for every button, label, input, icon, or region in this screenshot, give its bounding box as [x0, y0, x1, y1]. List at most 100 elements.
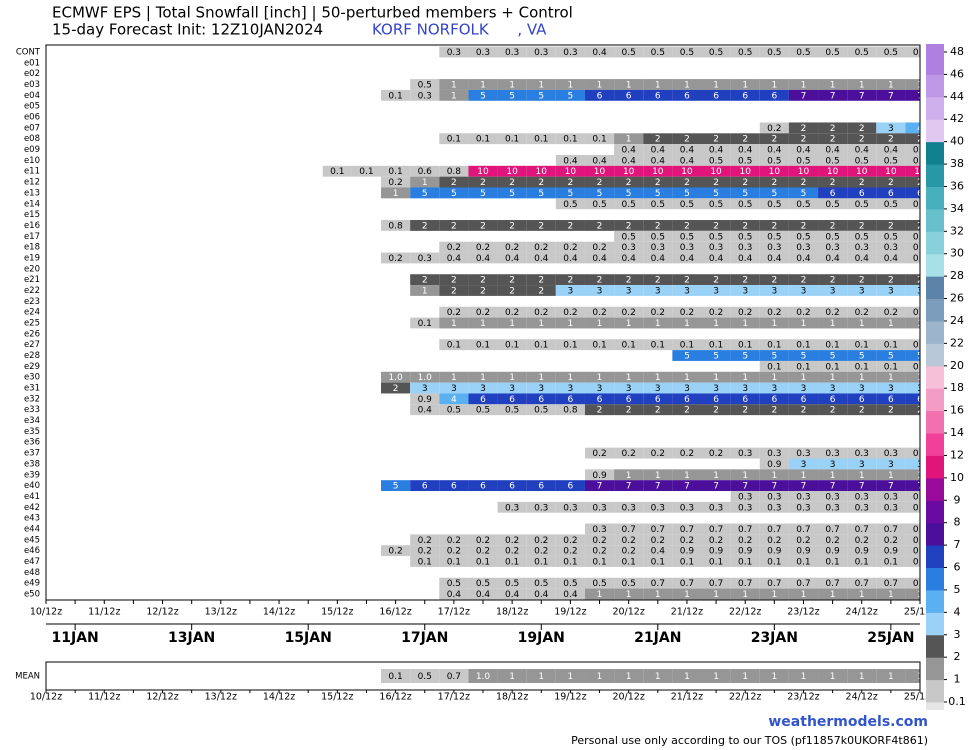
cell: [759, 523, 789, 535]
cell-label: 2: [771, 221, 777, 231]
cell-label: 0.3: [709, 243, 723, 253]
cell: [468, 339, 498, 351]
cell: [555, 556, 585, 567]
cell-label: 1: [451, 81, 457, 91]
brand: weathermodels.com: [768, 714, 928, 730]
cell-label: 2: [509, 221, 515, 231]
cell: [847, 556, 877, 567]
cell-label: 0.2: [767, 124, 781, 134]
cell: [730, 404, 760, 416]
cell: [905, 491, 920, 502]
cell: [584, 252, 615, 264]
cell: [876, 306, 906, 318]
cell: [788, 176, 819, 188]
cell-label: 0.9: [884, 547, 899, 557]
cell: [555, 339, 585, 351]
cell: [788, 144, 819, 155]
cell-label: 2: [888, 135, 894, 145]
cell-label: 0.5: [651, 232, 665, 242]
x-tick-label: 11/12z: [88, 607, 120, 618]
cell-label: 0.3: [825, 243, 839, 253]
cell: [468, 393, 498, 405]
cell-label: 1: [888, 81, 894, 91]
cell: [555, 285, 585, 296]
cell-label: 1.0: [476, 672, 491, 682]
cell: [847, 133, 877, 145]
cell-label: 2: [684, 135, 690, 145]
cell: [526, 556, 556, 567]
cell: [584, 198, 615, 210]
cell: [818, 577, 848, 589]
cell: [847, 382, 877, 394]
row-label: e10: [24, 156, 40, 166]
cell: [759, 176, 789, 188]
cell-label: 0.2: [476, 536, 490, 546]
cell-label: 0.4: [738, 254, 753, 264]
row-label: e01: [24, 58, 40, 68]
cell-label: 10: [827, 167, 839, 177]
cell-label: 7: [626, 482, 632, 492]
cell: [643, 501, 673, 513]
cell: [701, 382, 731, 394]
cell-label: 0.1: [563, 341, 577, 351]
cell-label: 3: [597, 384, 603, 394]
cell: [468, 404, 498, 416]
cell: [759, 306, 789, 318]
location: KORF NORFOLK , VA: [372, 21, 547, 39]
cell: [497, 176, 527, 188]
cell: [410, 545, 440, 557]
cell-label: 0.3: [855, 243, 869, 253]
colorbar-label: 24: [950, 314, 964, 327]
cell: [614, 144, 644, 155]
cell-label: 10: [856, 167, 868, 177]
cell: [905, 447, 920, 459]
cell: [730, 133, 760, 145]
cell: [876, 458, 906, 470]
cell-label: 1: [509, 319, 515, 329]
cell: [701, 252, 731, 264]
cell-label: 2: [568, 178, 574, 188]
cell: [497, 133, 527, 145]
cell-label: 0.7: [796, 525, 810, 535]
cell: [788, 133, 819, 145]
cell: [905, 198, 920, 210]
cell-label: 6: [422, 482, 428, 492]
cell-label: 2: [422, 221, 428, 231]
cell-label: 2: [655, 406, 661, 416]
cell-label: 2: [859, 178, 865, 188]
cell: [730, 252, 760, 264]
x-tick-label: 10/12z: [30, 607, 62, 618]
cell-label: 0.9: [855, 547, 870, 557]
colorbar-label: 3: [954, 628, 961, 641]
cell: [526, 274, 556, 286]
cell-label: 0.3: [418, 91, 432, 101]
cell-label: 0.2: [447, 308, 461, 318]
cell: [905, 79, 920, 90]
cell: [876, 350, 906, 361]
cell-label: 3: [771, 384, 777, 394]
cell: [555, 501, 585, 513]
cell-label: 2: [742, 221, 748, 231]
cell: [847, 360, 877, 372]
cell-label: 0.2: [505, 243, 519, 253]
cell: [701, 274, 731, 286]
cell: [788, 393, 819, 405]
cell: [555, 577, 585, 589]
cell: [847, 371, 877, 383]
cell-label: 3: [713, 384, 719, 394]
cell-label: 0.1: [738, 341, 752, 351]
cell: [818, 241, 848, 253]
cell: [847, 165, 877, 177]
cell-label: 1: [859, 672, 865, 682]
cell-label: 0.4: [651, 547, 666, 557]
cell-label: 0.8: [563, 406, 578, 416]
cell: [876, 165, 906, 177]
cell: [701, 447, 731, 459]
cell-label: 1: [597, 81, 603, 91]
row-label: e38: [24, 459, 40, 469]
cell: [788, 187, 819, 199]
cell-label: 0.5: [855, 156, 869, 166]
cell-label: 0.7: [738, 525, 752, 535]
cell-label: 2: [801, 124, 807, 134]
